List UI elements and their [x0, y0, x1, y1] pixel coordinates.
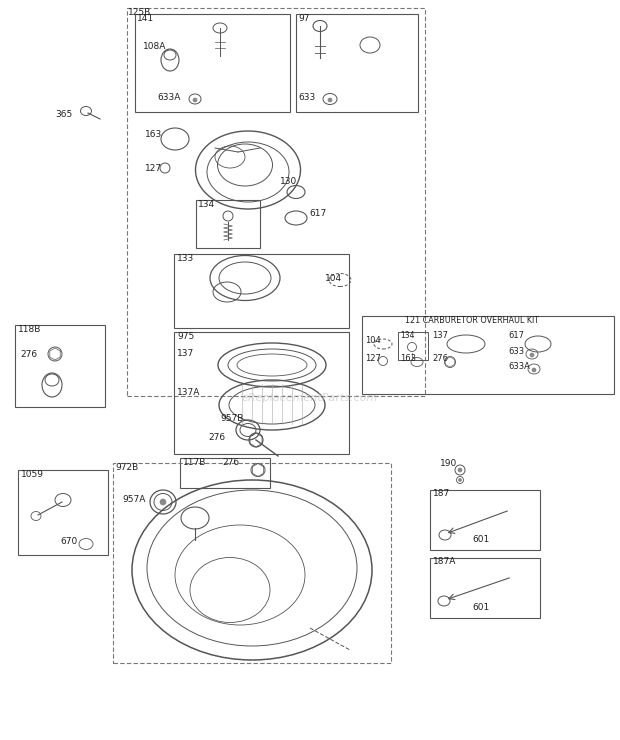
Text: 957A: 957A: [122, 496, 145, 505]
Bar: [196, 200, 260, 248]
Text: 601: 601: [472, 604, 489, 613]
Text: 137: 137: [177, 349, 194, 357]
Bar: [398, 332, 428, 360]
Text: 125B: 125B: [128, 7, 151, 16]
Text: 163: 163: [145, 130, 162, 138]
Text: 957B: 957B: [220, 414, 244, 423]
Text: 276: 276: [20, 349, 37, 358]
Text: 276: 276: [432, 354, 448, 363]
Text: 104: 104: [365, 335, 381, 345]
Text: 137A: 137A: [177, 388, 200, 397]
Ellipse shape: [532, 368, 536, 372]
Text: 276: 276: [222, 457, 239, 466]
Bar: [135, 14, 290, 112]
Ellipse shape: [530, 353, 534, 357]
Text: 117B: 117B: [183, 457, 206, 466]
Bar: [296, 14, 418, 112]
Text: 633A: 633A: [508, 362, 530, 371]
Text: 133: 133: [177, 254, 194, 263]
Bar: [174, 254, 349, 328]
Bar: [15, 325, 105, 407]
Bar: [430, 558, 540, 618]
Text: 190: 190: [440, 459, 457, 468]
Text: 127: 127: [145, 164, 162, 172]
Text: 633: 633: [508, 346, 524, 355]
Ellipse shape: [458, 468, 462, 472]
Text: 134: 134: [400, 331, 415, 340]
Bar: [127, 8, 425, 396]
Text: 972B: 972B: [115, 462, 138, 471]
Text: 134: 134: [198, 200, 215, 209]
Text: 276: 276: [208, 432, 225, 442]
Text: 118B: 118B: [18, 325, 42, 334]
Text: 617: 617: [309, 209, 326, 218]
Text: 365: 365: [55, 110, 73, 118]
Text: 137: 137: [432, 331, 448, 340]
Text: 975: 975: [177, 332, 194, 340]
Text: 633A: 633A: [157, 92, 180, 101]
Text: 1059: 1059: [21, 469, 44, 479]
Text: 633: 633: [298, 92, 315, 101]
Text: 127: 127: [365, 354, 381, 363]
Text: 121 CARBURETOR OVERHAUL KIT: 121 CARBURETOR OVERHAUL KIT: [405, 315, 539, 325]
Bar: [362, 316, 614, 394]
Text: 617: 617: [508, 331, 524, 340]
Text: 670: 670: [60, 537, 78, 547]
Text: 104: 104: [325, 274, 342, 283]
Bar: [18, 470, 108, 555]
Ellipse shape: [193, 98, 197, 102]
Text: 108A: 108A: [143, 41, 166, 50]
Bar: [180, 458, 270, 488]
Text: 163: 163: [400, 354, 416, 363]
Text: eReplacementParts.com: eReplacementParts.com: [242, 393, 378, 403]
Text: 130: 130: [280, 177, 297, 186]
Bar: [430, 490, 540, 550]
Ellipse shape: [160, 499, 166, 505]
Text: 601: 601: [472, 536, 489, 545]
Text: 187A: 187A: [433, 557, 456, 567]
Bar: [174, 332, 349, 454]
Bar: [113, 463, 391, 663]
Text: 141: 141: [137, 13, 154, 22]
Ellipse shape: [459, 479, 461, 482]
Text: 97: 97: [298, 13, 309, 22]
Text: 187: 187: [433, 489, 450, 499]
Ellipse shape: [328, 98, 332, 102]
